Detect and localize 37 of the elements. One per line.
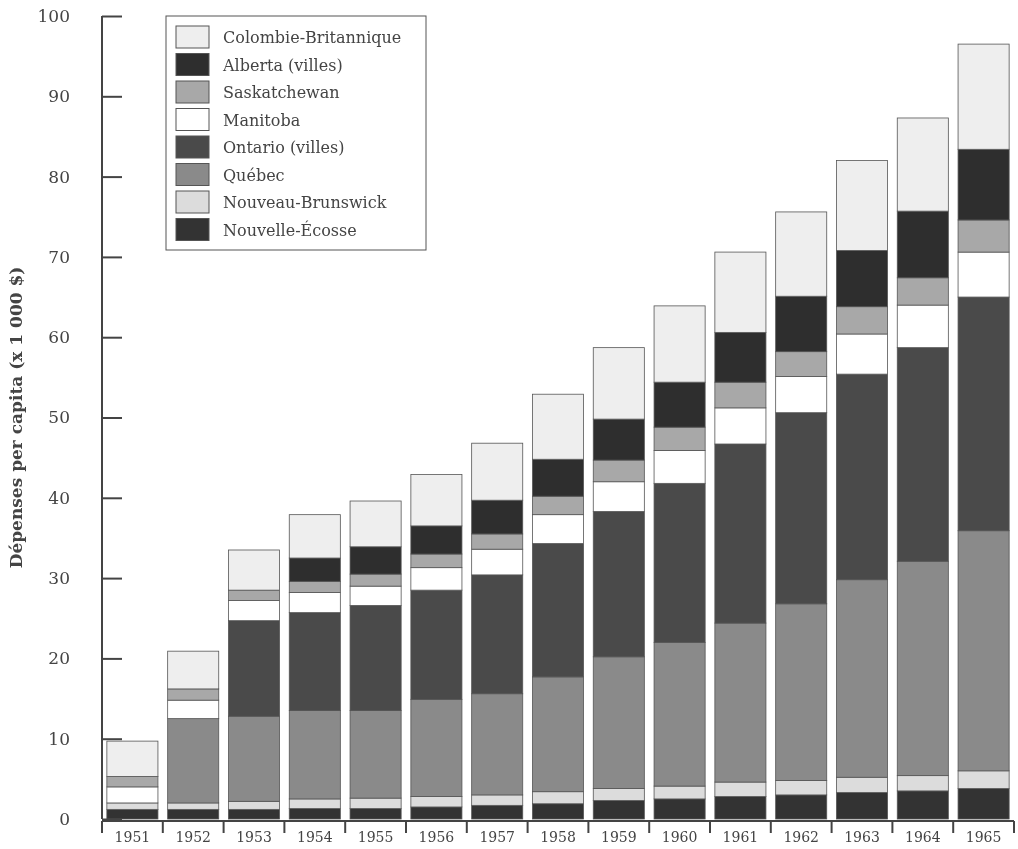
- y-tick-label: 30: [48, 568, 70, 589]
- x-tick-label: 1951: [114, 829, 151, 845]
- x-tick-label: 1959: [600, 829, 637, 845]
- x-tick-label: 1957: [479, 829, 516, 845]
- y-tick-label: 0: [59, 808, 70, 829]
- y-tick-label: 10: [48, 728, 70, 749]
- x-tick-label: 1953: [236, 829, 272, 845]
- legend-label: Québec: [223, 165, 285, 185]
- legend-label: Saskatchewan: [223, 83, 340, 102]
- legend-label: Alberta (villes): [222, 55, 343, 75]
- x-tick-label: 1964: [904, 829, 941, 845]
- legend-label: Manitoba: [223, 110, 301, 130]
- y-tick-label: 20: [48, 648, 70, 669]
- x-tick-label: 1960: [661, 829, 698, 845]
- y-tick-label: 90: [48, 86, 70, 107]
- y-tick-label: 50: [48, 407, 70, 428]
- y-tick-label: 80: [48, 166, 70, 187]
- y-tick-label: 100: [37, 5, 70, 26]
- legend-label: Nouvelle-Écosse: [223, 219, 357, 240]
- x-tick-label: 1955: [357, 829, 394, 845]
- x-tick-label: 1963: [844, 829, 880, 845]
- y-tick-label: 60: [48, 327, 70, 348]
- y-tick-label: 70: [48, 246, 70, 267]
- bar: [167, 808, 220, 820]
- x-tick-label: 1956: [418, 829, 455, 845]
- x-tick-label: 1965: [965, 829, 1002, 845]
- y-tick-label: 40: [48, 487, 70, 508]
- x-tick-label: 1958: [540, 829, 576, 845]
- x-tick-label: 1961: [722, 829, 759, 845]
- x-tick-label: 1954: [296, 829, 333, 845]
- x-tick-label: 1952: [175, 829, 212, 845]
- legend-label: Nouveau-Brunswick: [223, 193, 387, 212]
- x-tick-label: 1962: [783, 829, 820, 845]
- legend-label: Ontario (villes): [223, 138, 345, 157]
- legend-label: Colombie-Britannique: [223, 28, 402, 47]
- y-axis-title: Dépenses per capita (x 1 000 $): [6, 266, 26, 569]
- bar: [106, 808, 159, 820]
